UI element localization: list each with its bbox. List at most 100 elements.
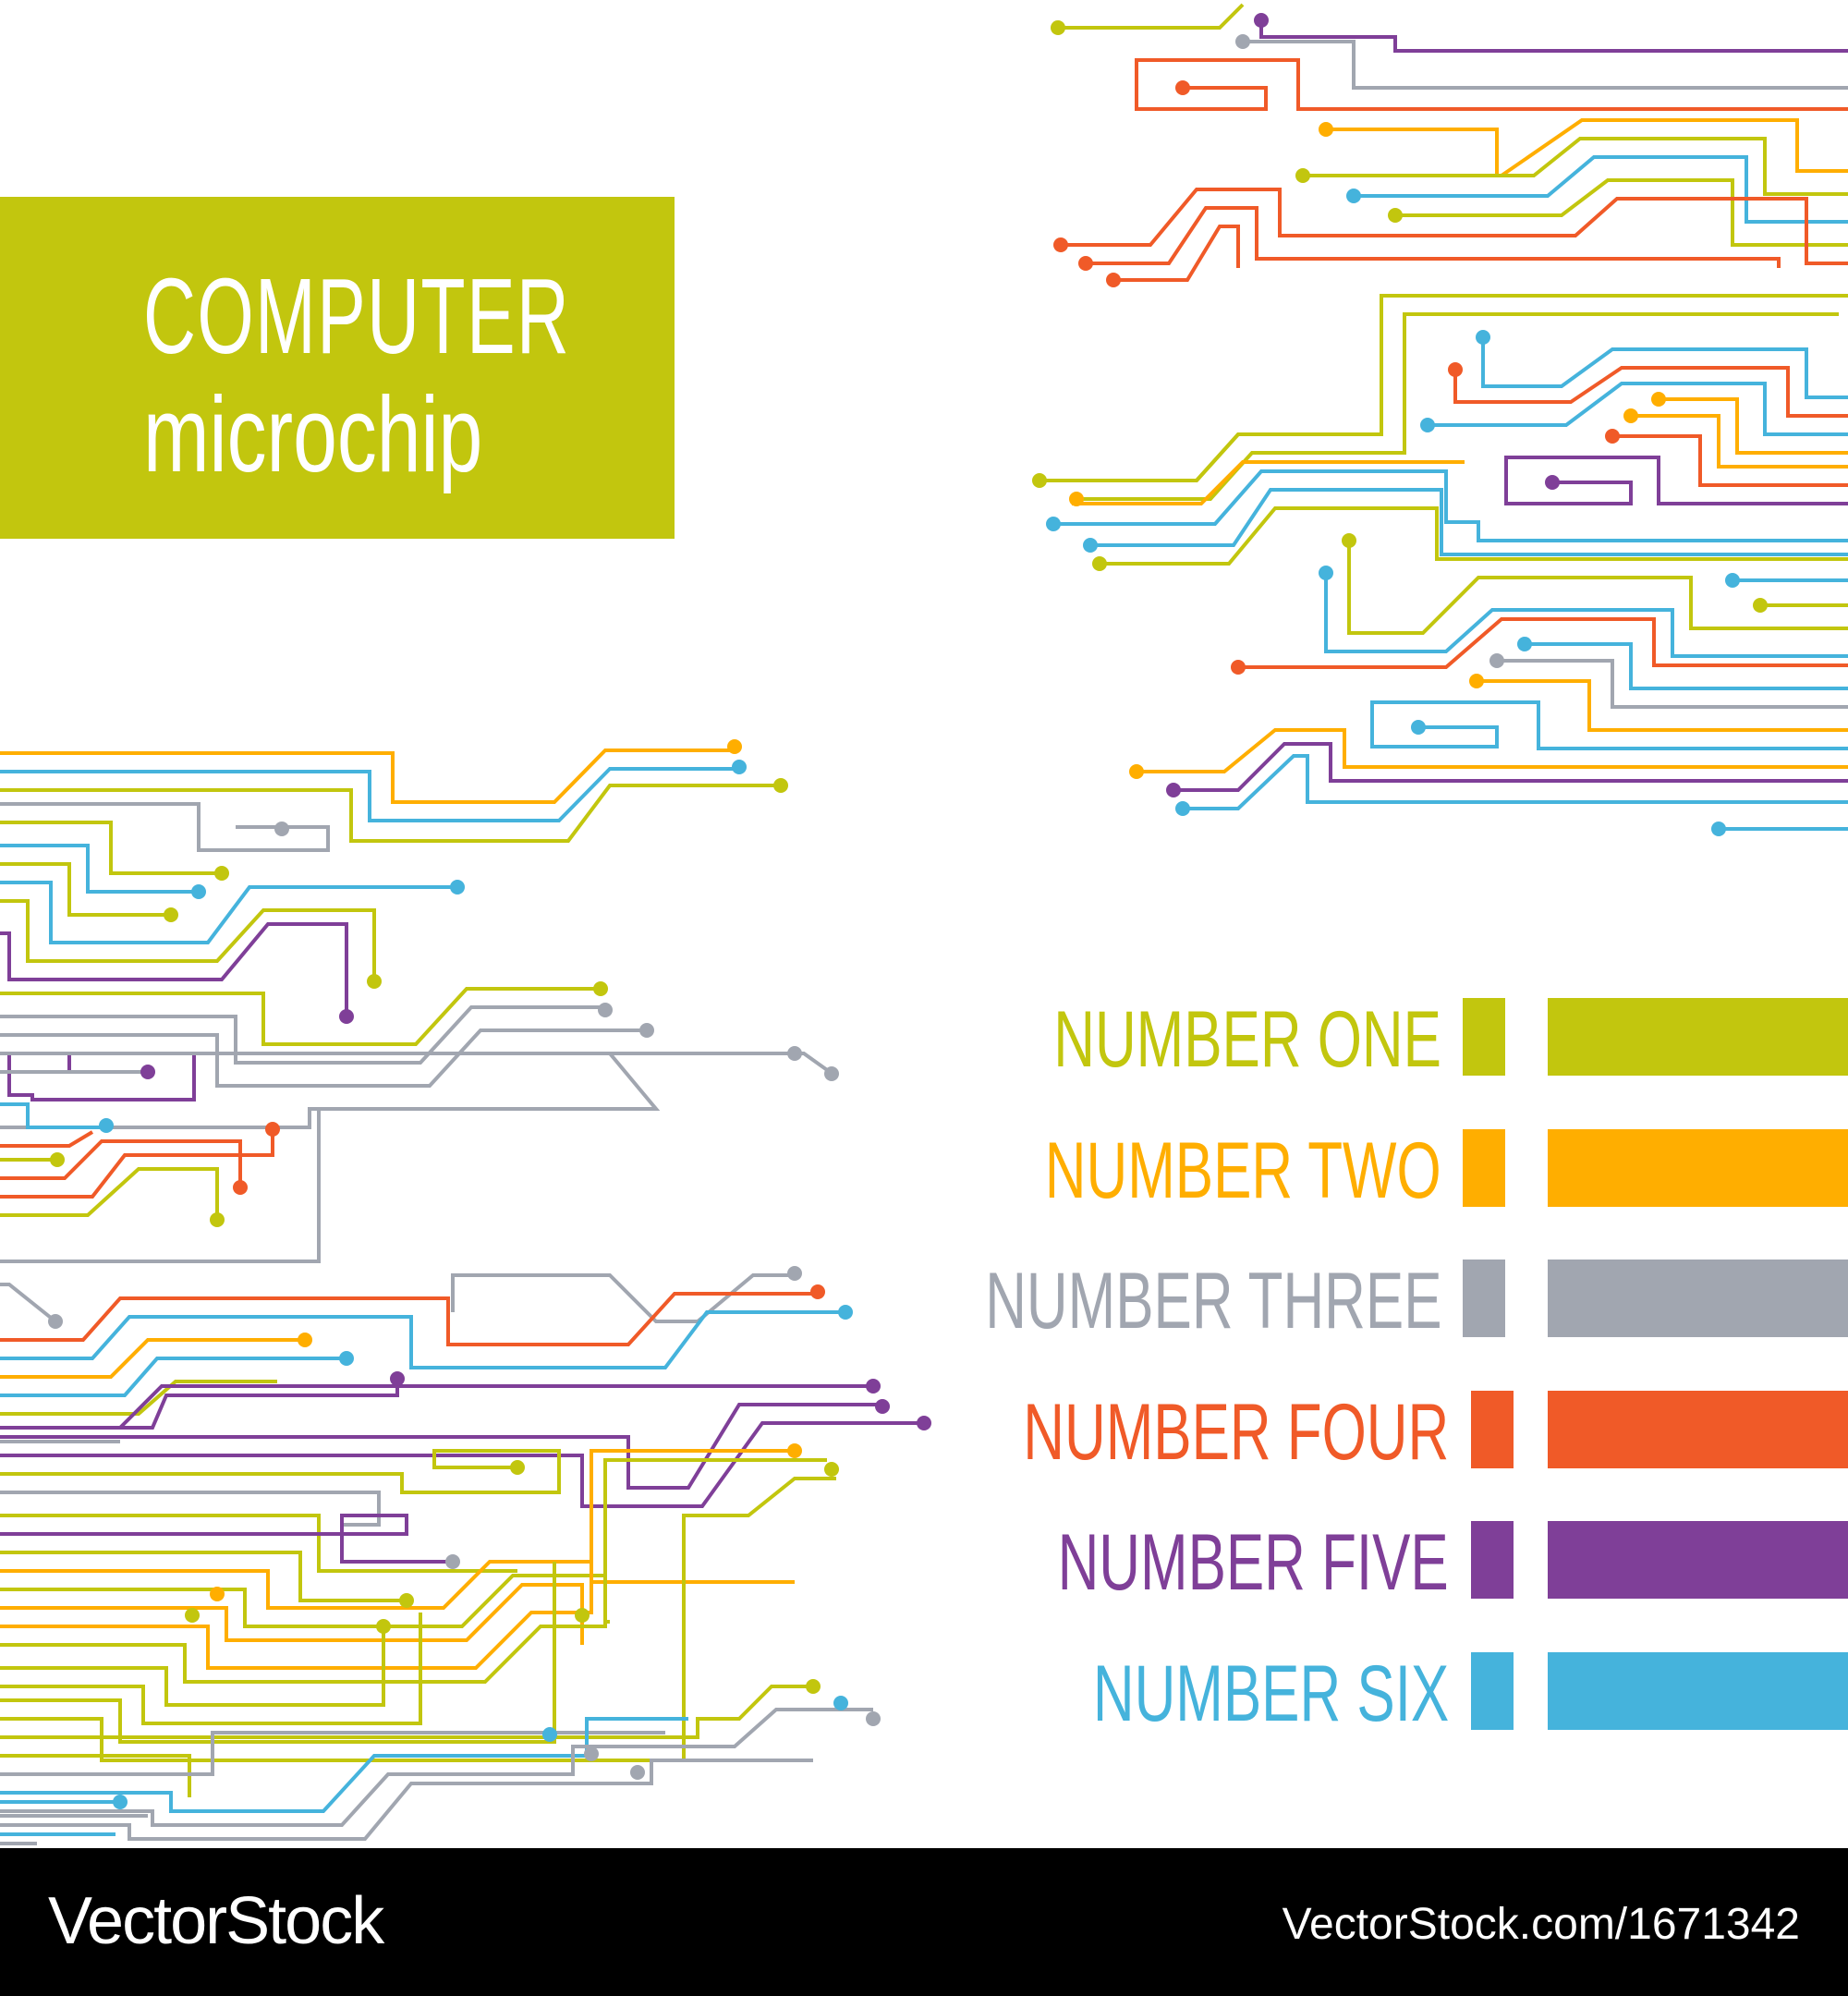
circuit-node (445, 1554, 460, 1569)
circuit-trace (0, 767, 739, 822)
circuit-node (185, 1608, 200, 1623)
circuit-node (376, 1619, 391, 1634)
legend-bar (1548, 1260, 1848, 1337)
circuit-trace (1525, 642, 1848, 690)
circuit-trace (0, 1403, 882, 1490)
circuit-node (598, 1003, 613, 1017)
title-line-1: COMPUTER (143, 256, 571, 376)
circuit-trace (1086, 206, 1781, 268)
circuit-node (833, 1696, 848, 1710)
circuit-trace (1326, 118, 1848, 177)
circuit-node (584, 1746, 599, 1761)
circuit-trace (0, 1477, 836, 1762)
circuit-trace (0, 1109, 321, 1263)
circuit-node (1342, 533, 1356, 548)
circuit-node (339, 1009, 354, 1024)
circuit-trace (118, 1384, 873, 1430)
circuit-trace (0, 748, 735, 804)
circuit-trace (0, 1458, 827, 1684)
circuit-trace (0, 1381, 399, 1430)
circuit-node (1053, 237, 1068, 252)
circuit-node (1295, 168, 1310, 183)
circuit-trace (0, 1562, 556, 1744)
circuit-node (727, 739, 742, 754)
circuit-node (1106, 273, 1121, 287)
circuit-node (593, 981, 608, 996)
circuit-node (1092, 556, 1107, 571)
circuit-trace (1504, 456, 1848, 505)
source-url: VectorStock.com/1671342 (1282, 1900, 1800, 1949)
circuit-trace (1428, 382, 1848, 436)
circuit-node (1231, 660, 1246, 675)
circuit-node (787, 1046, 802, 1061)
circuit-trace (451, 1273, 795, 1323)
title-banner: COMPUTER microchip (0, 197, 675, 539)
circuit-node (806, 1679, 821, 1694)
legend-swatch (1463, 998, 1505, 1076)
circuit-node (575, 1608, 590, 1623)
circuit-node (1651, 392, 1666, 407)
circuit-trace (1612, 434, 1848, 487)
circuit-trace (0, 1514, 517, 1573)
circuit-node (339, 1351, 354, 1366)
legend-label: NUMBER SIX (1092, 1649, 1449, 1738)
circuit-trace (0, 1717, 688, 1813)
circuit-trace (0, 844, 199, 894)
circuit-node (1175, 801, 1190, 816)
circuit-trace (1243, 40, 1848, 90)
circuit-trace (1090, 488, 1848, 556)
circuit-trace (1058, 3, 1245, 30)
circuit-trace (0, 1283, 57, 1323)
circuit-trace (0, 1514, 453, 1564)
circuit-node (1046, 517, 1061, 531)
circuit-trace (0, 1759, 813, 1841)
circuit-trace (1324, 573, 1848, 658)
circuit-trace (0, 1708, 873, 1827)
circuit-trace (1259, 20, 1848, 53)
circuit-node (265, 1122, 280, 1137)
circuit-node (233, 1180, 248, 1195)
circuit-node (1032, 473, 1047, 488)
legend-swatch (1471, 1521, 1514, 1599)
circuit-trace (1137, 728, 1848, 773)
circuit-node (48, 1314, 63, 1329)
circuit-node (210, 1212, 225, 1227)
circuit-node (113, 1795, 128, 1809)
circuit-trace (0, 1731, 665, 1776)
circuit-trace (1113, 225, 1240, 282)
circuit-node (639, 1023, 654, 1038)
circuit-trace (0, 1551, 407, 1602)
circuit-trace (0, 881, 457, 944)
circuit-trace (1173, 742, 1848, 792)
circuit-trace (0, 1491, 381, 1527)
circuit-trace (0, 1052, 196, 1101)
legend-label: NUMBER TWO (1045, 1126, 1441, 1215)
legend-item-number-four: NUMBER FOUR (0, 1391, 1848, 1474)
legend-bar (1548, 998, 1848, 1076)
circuit-node (810, 1284, 825, 1299)
circuit-node (732, 760, 747, 774)
legend-swatch (1471, 1652, 1514, 1730)
circuit-trace (1076, 312, 1839, 501)
circuit-trace (0, 1449, 790, 1670)
circuit-trace (0, 1130, 94, 1148)
circuit-node (450, 880, 465, 895)
circuit-node (824, 1462, 839, 1477)
circuit-node (917, 1416, 931, 1430)
circuit-node (838, 1305, 853, 1320)
circuit-trace (0, 1338, 305, 1379)
circuit-trace (1631, 414, 1848, 469)
circuit-node (1346, 189, 1361, 203)
circuit-node (1469, 674, 1484, 688)
circuit-trace (0, 987, 601, 1046)
circuit-trace (0, 1310, 845, 1369)
circuit-trace (1481, 337, 1848, 399)
brand-logo: VectorStock (48, 1884, 384, 1958)
circuit-trace (0, 1052, 838, 1078)
circuit-node (866, 1711, 881, 1726)
legend-label: NUMBER ONE (1053, 995, 1441, 1084)
circuit-trace (1061, 188, 1848, 265)
circuit-node (274, 822, 289, 836)
circuit-node (1448, 362, 1463, 377)
